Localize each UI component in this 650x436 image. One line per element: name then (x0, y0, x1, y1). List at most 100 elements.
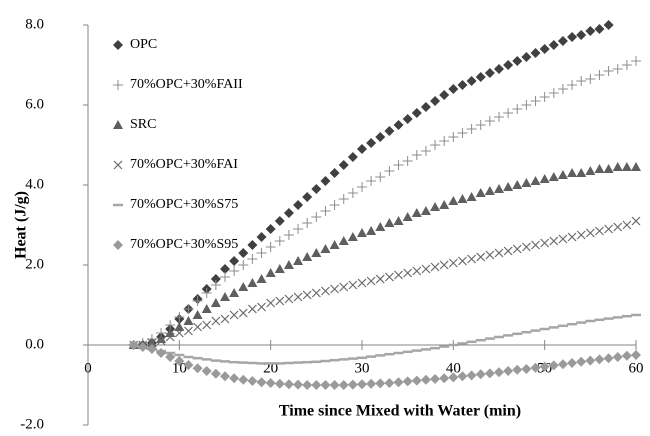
data-point (384, 126, 395, 136)
data-point (174, 312, 185, 322)
data-point (631, 350, 641, 360)
data-point (247, 304, 257, 314)
data-point (320, 244, 331, 253)
data-point (621, 350, 632, 361)
data-point (421, 264, 431, 274)
data-point (357, 228, 367, 237)
data-point (347, 188, 358, 198)
data-point (201, 288, 212, 298)
data-point (558, 234, 568, 244)
data-point (247, 278, 258, 287)
data-point (576, 30, 587, 40)
data-point (420, 206, 431, 215)
data-point (539, 174, 550, 183)
data-point (238, 248, 249, 258)
data-point (512, 56, 523, 66)
data-point (530, 96, 541, 106)
data-point (576, 230, 586, 240)
legend-marker (113, 80, 123, 90)
data-point (631, 162, 641, 171)
data-point (512, 244, 522, 254)
data-point (585, 74, 596, 84)
data-point (220, 264, 230, 274)
data-point (192, 296, 203, 306)
data-point (612, 64, 623, 74)
data-point (283, 260, 294, 269)
data-point (567, 232, 577, 242)
legend-label: 70%OPC+30%FAI (130, 157, 238, 172)
data-point (220, 292, 230, 301)
data-point (174, 356, 185, 366)
data-point (211, 316, 221, 326)
data-point (256, 248, 267, 258)
x-tick-label: 30 (355, 360, 370, 376)
data-point (339, 282, 349, 292)
data-point (183, 316, 194, 325)
data-point (147, 338, 157, 348)
data-point (448, 196, 459, 205)
data-point (411, 375, 422, 386)
data-point (539, 92, 550, 102)
data-point (283, 208, 294, 218)
data-point (165, 352, 176, 362)
data-point (275, 296, 285, 306)
data-point (393, 377, 404, 388)
data-point (420, 146, 431, 156)
data-point (567, 358, 578, 368)
data-point (621, 162, 632, 171)
data-point (238, 308, 248, 318)
data-point (347, 152, 358, 162)
y-tick-label: -2.0 (20, 416, 44, 432)
data-point (329, 380, 340, 390)
data-point (366, 276, 376, 286)
data-point (594, 354, 605, 365)
data-point (512, 180, 523, 189)
data-point (128, 340, 139, 350)
data-point (539, 44, 550, 54)
data-point (256, 377, 267, 388)
data-point (320, 176, 331, 186)
data-point (457, 371, 468, 382)
data-point (320, 380, 331, 390)
data-point (420, 102, 431, 112)
y-axis-title: Heat (J/g) (13, 191, 30, 259)
data-point (567, 168, 578, 177)
data-point (329, 200, 340, 210)
data-point (631, 216, 641, 226)
data-point (201, 304, 212, 313)
legend-label: OPC (130, 37, 157, 52)
data-point (156, 348, 167, 358)
data-point (156, 334, 167, 343)
data-point (503, 182, 514, 191)
data-point (184, 326, 193, 336)
data-point (283, 379, 294, 390)
data-point (192, 363, 203, 374)
data-point (494, 64, 504, 74)
data-point (311, 380, 322, 390)
data-point (466, 192, 477, 201)
data-point (302, 192, 313, 202)
data-point (503, 246, 513, 256)
data-point (293, 256, 304, 265)
data-point (393, 120, 404, 130)
data-point (302, 290, 312, 300)
data-point (402, 212, 413, 221)
data-point (302, 218, 313, 228)
data-point (612, 162, 623, 171)
data-point (540, 238, 550, 248)
data-point (220, 371, 230, 382)
data-point (156, 336, 166, 346)
data-point (494, 184, 504, 193)
data-point (348, 280, 358, 290)
data-point (457, 194, 468, 203)
data-point (338, 160, 349, 170)
data-point (612, 352, 623, 362)
data-point (347, 379, 358, 390)
data-point (503, 366, 514, 376)
data-point (265, 268, 276, 277)
data-point (393, 216, 404, 225)
data-point (274, 216, 285, 226)
data-point (266, 298, 276, 308)
